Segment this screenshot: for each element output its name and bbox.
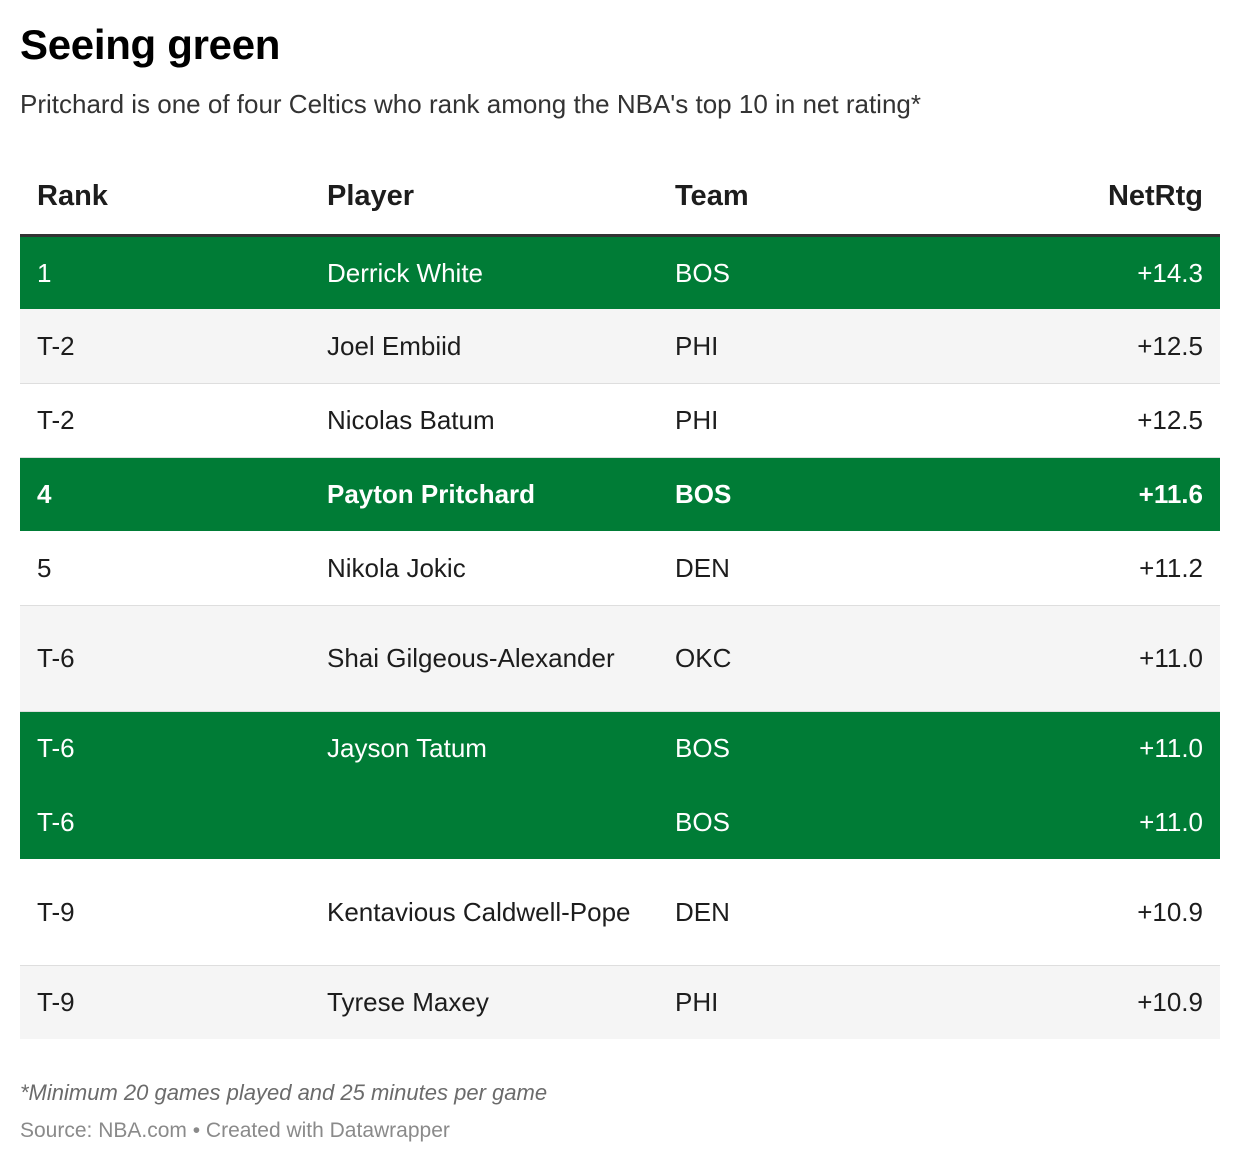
cell-netrtg: +11.0 <box>988 605 1220 711</box>
column-header-netrtg: NetRtg <box>988 159 1220 237</box>
cell-player: Kentavious Caldwell-Pope <box>327 896 631 927</box>
column-header-team: Team <box>658 159 988 237</box>
footnote: *Minimum 20 games played and 25 minutes … <box>20 1080 548 1105</box>
cell-team: PHI <box>658 965 988 1039</box>
cell-player: Joel Embiid <box>310 309 658 383</box>
cell-team: BOS <box>658 711 988 785</box>
cell-netrtg: +12.5 <box>1137 405 1203 435</box>
cell-rank: T-9 <box>37 896 75 927</box>
column-header-rank: Rank <box>20 159 310 237</box>
cell-player: Jayson Tatum <box>310 711 658 785</box>
chart-container: Seeing green Pritchard is one of four Ce… <box>20 20 1220 1145</box>
cell-netrtg: +14.3 <box>988 235 1220 309</box>
table-row: T-6 Jayson Tatum BOS +11.0 <box>20 711 1220 785</box>
cell-player: Nikola Jokic <box>327 552 466 583</box>
cell-rank: 4 <box>20 457 310 531</box>
cell-rank: T-2 <box>20 309 310 383</box>
cell-player: Tyrese Maxey <box>310 965 658 1039</box>
cell-team: DEN <box>675 896 730 927</box>
cell-team: BOS <box>658 457 988 531</box>
cell-team: PHI <box>675 405 719 435</box>
cell-netrtg: +11.0 <box>988 711 1220 785</box>
table-row: T-9 Kentavious Caldwell-Pope DEN +10.9 <box>20 859 1220 965</box>
cell-player: Derrick White <box>310 235 658 309</box>
table-row: T-6 Shai Gilgeous-Alexander OKC +11.0 <box>20 605 1220 711</box>
chart-subtitle: Pritchard is one of four Celtics who ran… <box>20 89 921 119</box>
cell-team: BOS <box>658 235 988 309</box>
table-row: 1 Derrick White BOS +14.3 <box>20 235 1220 309</box>
table-row: T-6 BOS +11.0 <box>20 785 1220 859</box>
chart-title: Seeing green <box>20 21 281 68</box>
table-row: 5 Nikola Jokic DEN +11.2 <box>20 531 1220 605</box>
column-header-player: Player <box>310 159 658 237</box>
ranking-table: Rank Player Team NetRtg 1 Derrick White BO… <box>20 159 1220 1039</box>
cell-netrtg: +12.5 <box>988 309 1220 383</box>
cell-player: Shai Gilgeous-Alexander <box>310 605 658 711</box>
table-header-row: Rank Player Team NetRtg <box>20 159 1220 237</box>
cell-rank: 1 <box>20 235 310 309</box>
cell-team: PHI <box>658 309 988 383</box>
cell-netrtg: +11.2 <box>1139 552 1203 583</box>
cell-player <box>310 785 658 859</box>
cell-player: Nicolas Batum <box>327 405 495 435</box>
source-credit: Source: NBA.com • Created with Datawrapp… <box>20 1119 450 1142</box>
cell-netrtg: +10.9 <box>988 965 1220 1039</box>
cell-rank: T-2 <box>37 405 75 435</box>
table-row: 4 Payton Pritchard BOS +11.6 <box>20 457 1220 531</box>
table-body: 1 Derrick White BOS +14.3 T-2 Joel Embiid PHI +… <box>20 235 1220 1039</box>
table-row: T-9 Tyrese Maxey PHI +10.9 <box>20 965 1220 1039</box>
cell-team: DEN <box>675 552 730 583</box>
cell-netrtg: +11.0 <box>988 785 1220 859</box>
cell-netrtg: +10.9 <box>1137 896 1203 927</box>
obscured-name <box>327 811 557 837</box>
cell-netrtg: +11.6 <box>988 457 1220 531</box>
cell-rank: T-6 <box>20 605 310 711</box>
cell-team: OKC <box>658 605 988 711</box>
table-row: T-2 Nicolas Batum PHI +12.5 <box>20 383 1220 457</box>
cell-rank: 5 <box>37 552 52 583</box>
table-row: T-2 Joel Embiid PHI +12.5 <box>20 309 1220 383</box>
cell-rank: T-6 <box>20 785 310 859</box>
cell-player: Payton Pritchard <box>310 457 658 531</box>
cell-team: BOS <box>658 785 988 859</box>
cell-rank: T-9 <box>20 965 310 1039</box>
cell-rank: T-6 <box>20 711 310 785</box>
